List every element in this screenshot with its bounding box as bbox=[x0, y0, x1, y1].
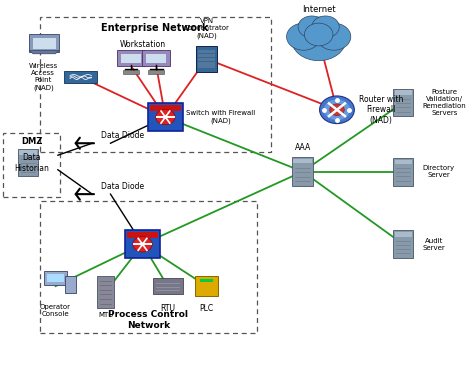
Text: VPN
Concentrator
(NAD): VPN Concentrator (NAD) bbox=[183, 18, 229, 39]
FancyBboxPatch shape bbox=[199, 50, 215, 53]
FancyBboxPatch shape bbox=[199, 65, 215, 68]
Circle shape bbox=[329, 104, 344, 116]
Circle shape bbox=[291, 17, 346, 61]
FancyBboxPatch shape bbox=[18, 149, 38, 176]
FancyBboxPatch shape bbox=[394, 91, 412, 95]
Circle shape bbox=[298, 16, 326, 38]
Text: Data Diode: Data Diode bbox=[101, 182, 145, 191]
FancyBboxPatch shape bbox=[394, 160, 412, 164]
Text: Posture
Validation/
Remediation
Servers: Posture Validation/ Remediation Servers bbox=[422, 89, 466, 116]
FancyBboxPatch shape bbox=[196, 46, 217, 72]
FancyBboxPatch shape bbox=[125, 230, 160, 258]
Text: Data
Historian: Data Historian bbox=[14, 153, 49, 173]
FancyBboxPatch shape bbox=[98, 276, 114, 308]
FancyBboxPatch shape bbox=[121, 54, 141, 64]
Text: PLC: PLC bbox=[200, 304, 214, 312]
Circle shape bbox=[163, 115, 168, 119]
Circle shape bbox=[312, 16, 339, 38]
FancyBboxPatch shape bbox=[44, 271, 67, 285]
Circle shape bbox=[324, 99, 350, 120]
FancyBboxPatch shape bbox=[127, 232, 158, 238]
Text: Operator
Console: Operator Console bbox=[40, 304, 71, 317]
Text: Wireless
Access
Point
(NAD): Wireless Access Point (NAD) bbox=[28, 63, 58, 91]
Circle shape bbox=[319, 96, 355, 124]
FancyBboxPatch shape bbox=[47, 274, 64, 282]
Text: Data Diode: Data Diode bbox=[101, 131, 145, 140]
Text: Switch with Firewall
(NAD): Switch with Firewall (NAD) bbox=[186, 110, 255, 124]
FancyBboxPatch shape bbox=[393, 89, 413, 116]
Polygon shape bbox=[291, 28, 346, 45]
FancyBboxPatch shape bbox=[199, 62, 215, 65]
FancyBboxPatch shape bbox=[19, 150, 37, 155]
FancyBboxPatch shape bbox=[29, 34, 59, 51]
FancyBboxPatch shape bbox=[292, 157, 313, 187]
FancyBboxPatch shape bbox=[393, 230, 413, 258]
FancyBboxPatch shape bbox=[150, 105, 181, 111]
FancyBboxPatch shape bbox=[65, 276, 75, 292]
Text: Process Control
Network: Process Control Network bbox=[108, 310, 188, 330]
FancyBboxPatch shape bbox=[153, 278, 182, 294]
Text: AAA: AAA bbox=[294, 143, 311, 151]
FancyBboxPatch shape bbox=[142, 50, 171, 66]
Polygon shape bbox=[29, 50, 59, 54]
FancyBboxPatch shape bbox=[394, 232, 412, 237]
Circle shape bbox=[317, 23, 351, 50]
FancyBboxPatch shape bbox=[200, 279, 213, 283]
Text: Enterprise Network: Enterprise Network bbox=[101, 23, 209, 32]
Circle shape bbox=[156, 110, 175, 125]
FancyBboxPatch shape bbox=[293, 159, 312, 163]
FancyBboxPatch shape bbox=[64, 71, 97, 83]
Circle shape bbox=[287, 23, 320, 50]
FancyBboxPatch shape bbox=[146, 54, 166, 64]
Text: Router with
Firewall
(NAD): Router with Firewall (NAD) bbox=[359, 95, 403, 125]
FancyBboxPatch shape bbox=[195, 276, 218, 296]
Text: Internet: Internet bbox=[302, 5, 336, 14]
Circle shape bbox=[304, 23, 333, 46]
FancyBboxPatch shape bbox=[393, 158, 413, 185]
Text: DMZ: DMZ bbox=[21, 137, 42, 146]
Text: RTU: RTU bbox=[160, 304, 175, 312]
Text: MTU: MTU bbox=[98, 312, 114, 318]
Circle shape bbox=[133, 237, 152, 252]
Circle shape bbox=[140, 242, 145, 246]
FancyBboxPatch shape bbox=[33, 38, 55, 49]
FancyBboxPatch shape bbox=[117, 50, 145, 66]
Text: Audit
Server: Audit Server bbox=[422, 238, 445, 251]
FancyBboxPatch shape bbox=[148, 70, 164, 74]
FancyBboxPatch shape bbox=[199, 58, 215, 61]
FancyBboxPatch shape bbox=[123, 70, 139, 74]
Text: Directory
Server: Directory Server bbox=[422, 165, 455, 178]
FancyBboxPatch shape bbox=[199, 54, 215, 57]
Text: Workstation: Workstation bbox=[119, 40, 165, 49]
FancyBboxPatch shape bbox=[148, 103, 183, 131]
